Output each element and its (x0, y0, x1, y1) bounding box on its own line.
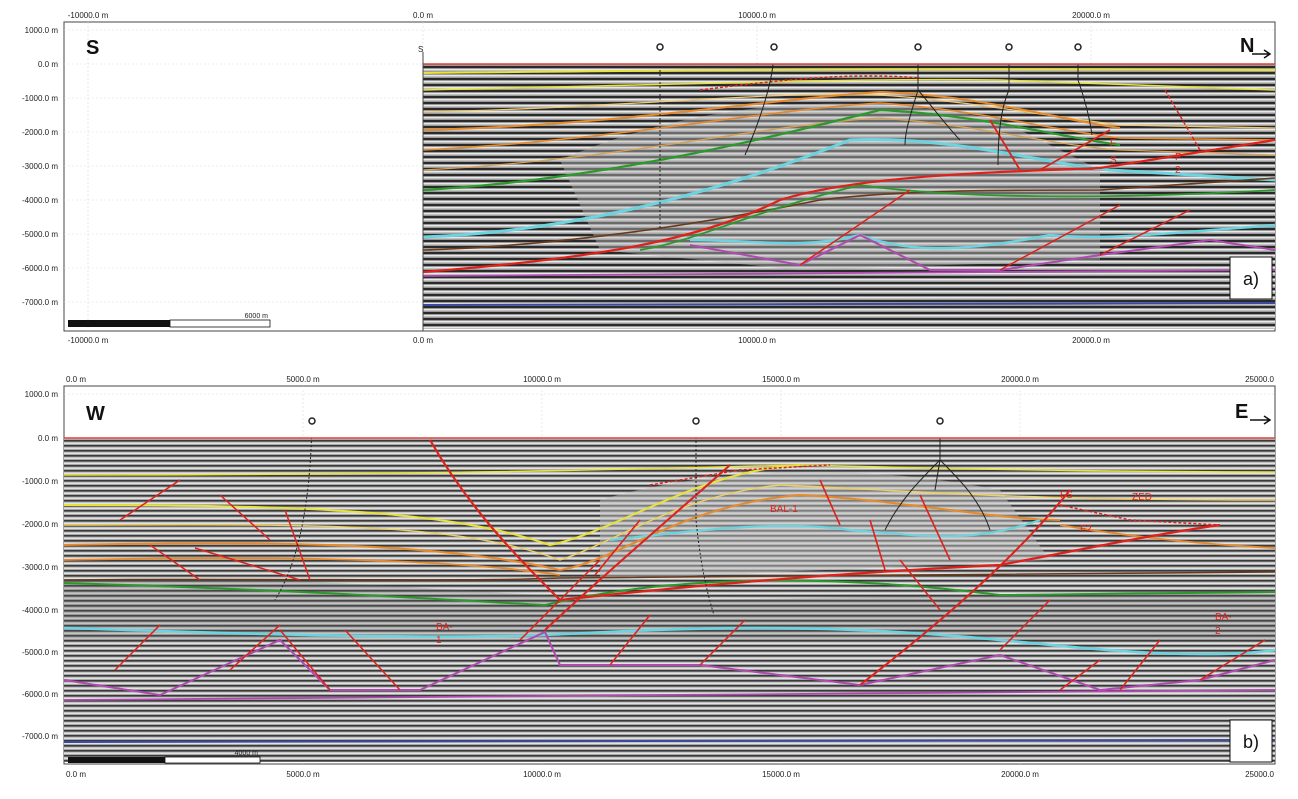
panel-a-depth-tick: -5000.0 m (22, 230, 58, 239)
panel-a-well-heads (656, 43, 1082, 51)
panel-b-scale-bar-label: 4000 m (235, 750, 259, 757)
panel-a-depth-tick: -6000.0 m (22, 264, 58, 273)
panel-b-depth-tick: -1000.0 m (22, 477, 58, 486)
panel-a-depth-tick: -4000.0 m (22, 196, 58, 205)
panel-b-top-tick: 15000.0 m (762, 375, 800, 384)
panel-b-fault-label: BA- (1215, 612, 1232, 623)
panel-a-top-tick: -10000.0 m (68, 11, 109, 20)
panel-b-label: b) (1243, 732, 1259, 752)
panel-a-depth-tick: 1000.0 m (25, 26, 59, 35)
panel-a-fault-label: F (1175, 152, 1181, 163)
panel-b-fault-label: ZED (1132, 492, 1152, 503)
panel-a-bottom-tick: 20000.0 m (1072, 336, 1110, 345)
panel-a-section-start-label: S (418, 45, 423, 54)
panel-b-top-tick: 10000.0 m (523, 375, 561, 384)
panel-a-direction-arrow-icon (1252, 49, 1272, 59)
panel-b-fault-label: 2 (1215, 626, 1221, 637)
panel-b-bottom-tick: 0.0 m (66, 770, 86, 779)
panel-a-depth-tick: -7000.0 m (22, 298, 58, 307)
panel-a-scale-bar-label: 6000 m (245, 313, 269, 320)
panel-b-depth-tick: -5000.0 m (22, 648, 58, 657)
panel-a-bottom-tick: 0.0 m (413, 336, 433, 345)
panel-b-depth-tick: -7000.0 m (22, 732, 58, 741)
panel-b-fault-label: 1 (436, 635, 442, 646)
panel-b-top-tick: 25000.0 (1245, 375, 1274, 384)
panel-b-top-tick: 20000.0 m (1001, 375, 1039, 384)
panel-a-depth-tick: -3000.0 m (22, 162, 58, 171)
panel-a-depth-tick: -2000.0 m (22, 128, 58, 137)
panel-b-depth-tick: 1000.0 m (25, 390, 59, 399)
panel-a-label: a) (1243, 269, 1259, 289)
panel-a-top-tick: 10000.0 m (738, 11, 776, 20)
panel-b-bottom-tick: 15000.0 m (762, 770, 800, 779)
panel-a-top-tick: 0.0 m (413, 11, 433, 20)
panel-b-right-direction: E (1235, 401, 1248, 423)
panel-b-bottom-tick: 5000.0 m (286, 770, 320, 779)
panel-a-left-direction: S (86, 37, 99, 59)
panel-b-depth-tick: 0.0 m (38, 434, 58, 443)
panel-b-well-heads (308, 417, 944, 425)
panel-b-seismic (64, 438, 1275, 762)
panel-b-fault-label: F2 (1080, 524, 1092, 535)
panel-b-top-tick: 0.0 m (66, 375, 86, 384)
panel-b-depth-tick: -4000.0 m (22, 606, 58, 615)
panel-b-direction-arrow-icon (1250, 415, 1272, 425)
panel-b-scale-bar: 4000 m (68, 750, 261, 764)
panel-b-bottom-tick: 20000.0 m (1001, 770, 1039, 779)
panel-a: -10000.0 m 0.0 m 10000.0 m 20000.0 m -10… (22, 11, 1276, 345)
panel-a-fault-label: 2 (1175, 165, 1181, 176)
panel-b-fault-label: FS (1060, 490, 1073, 501)
panel-a-bottom-tick: 10000.0 m (738, 336, 776, 345)
panel-b: 0.0 m 5000.0 m 10000.0 m 15000.0 m 20000… (22, 375, 1276, 779)
panel-b-depth-tick: -3000.0 m (22, 563, 58, 572)
panel-b-left-direction: W (86, 403, 105, 425)
panel-a-seismic (423, 64, 1275, 329)
panel-b-bottom-tick: 25000.0 (1245, 770, 1274, 779)
panel-a-right-direction: N (1240, 35, 1254, 57)
panel-a-fault-label: S (1110, 155, 1117, 166)
panel-a-scale-bar: 6000 m (68, 313, 271, 328)
panel-b-fault-label: BA- (436, 622, 453, 633)
panel-b-depth-tick: -6000.0 m (22, 690, 58, 699)
panel-a-depth-tick: 0.0 m (38, 60, 58, 69)
panel-a-top-tick: 20000.0 m (1072, 11, 1110, 20)
panel-a-depth-tick: -1000.0 m (22, 94, 58, 103)
panel-b-top-tick: 5000.0 m (286, 375, 320, 384)
panel-a-bottom-tick: -10000.0 m (68, 336, 109, 345)
panel-b-label-box (1229, 719, 1273, 763)
panel-b-bottom-tick: 10000.0 m (523, 770, 561, 779)
panel-b-depth-tick: -2000.0 m (22, 520, 58, 529)
panel-a-label-box (1229, 256, 1273, 300)
panel-a-fault-label: F (1110, 138, 1116, 149)
panel-b-fault-label: BAL-1 (770, 504, 798, 515)
